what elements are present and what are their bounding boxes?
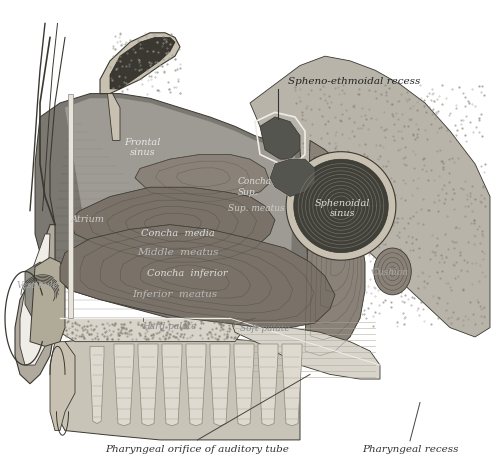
- Polygon shape: [258, 344, 278, 426]
- Polygon shape: [230, 318, 380, 379]
- Text: Pharyngeal orifice of auditory tube: Pharyngeal orifice of auditory tube: [106, 445, 290, 454]
- Polygon shape: [35, 94, 310, 323]
- Polygon shape: [270, 159, 315, 197]
- Polygon shape: [15, 225, 55, 384]
- Polygon shape: [110, 37, 175, 89]
- Text: Cushion: Cushion: [372, 268, 408, 277]
- Polygon shape: [55, 337, 300, 440]
- Polygon shape: [260, 117, 300, 159]
- Polygon shape: [162, 344, 182, 426]
- Polygon shape: [135, 154, 270, 201]
- Text: Concha
Sup.: Concha Sup.: [238, 177, 272, 197]
- Text: Sphenoidal
sinus: Sphenoidal sinus: [315, 198, 370, 218]
- Polygon shape: [114, 344, 134, 426]
- Text: Concha  media: Concha media: [140, 229, 214, 239]
- Text: Vestibule: Vestibule: [16, 281, 58, 290]
- Polygon shape: [234, 344, 254, 426]
- Polygon shape: [294, 159, 388, 253]
- Text: Atrium: Atrium: [70, 215, 104, 225]
- Polygon shape: [138, 344, 158, 426]
- Polygon shape: [210, 344, 230, 426]
- Polygon shape: [286, 152, 396, 260]
- Text: Hard palate: Hard palate: [142, 322, 197, 331]
- Polygon shape: [20, 234, 50, 365]
- Polygon shape: [50, 342, 75, 431]
- Polygon shape: [68, 94, 72, 318]
- Polygon shape: [60, 318, 245, 342]
- Polygon shape: [250, 56, 490, 337]
- Polygon shape: [65, 98, 295, 295]
- Polygon shape: [30, 257, 65, 346]
- Polygon shape: [108, 94, 120, 140]
- Text: Middle  meatus: Middle meatus: [137, 248, 218, 257]
- Text: Inferior  meatus: Inferior meatus: [132, 290, 218, 300]
- Polygon shape: [70, 187, 275, 262]
- Polygon shape: [282, 344, 302, 426]
- Polygon shape: [186, 344, 206, 426]
- Text: Pharyngeal recess: Pharyngeal recess: [362, 445, 458, 454]
- Text: Sup. meatus: Sup. meatus: [228, 204, 284, 213]
- Text: Concha  inferior: Concha inferior: [147, 269, 228, 278]
- Polygon shape: [305, 140, 365, 356]
- Polygon shape: [90, 346, 104, 424]
- Ellipse shape: [374, 248, 411, 295]
- Text: Soft palate: Soft palate: [240, 324, 290, 333]
- Text: Spheno-ethmoidal recess: Spheno-ethmoidal recess: [288, 77, 420, 87]
- Polygon shape: [100, 33, 180, 94]
- Polygon shape: [60, 225, 335, 328]
- Text: Frontal
sinus: Frontal sinus: [124, 138, 160, 157]
- Polygon shape: [25, 262, 60, 328]
